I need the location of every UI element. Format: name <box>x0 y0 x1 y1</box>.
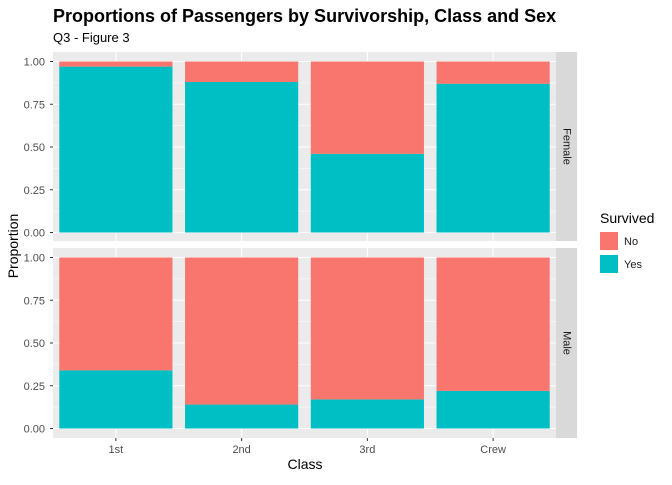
panel-female: 0.00 0.25 0.50 0.75 1.00 Female <box>24 52 577 241</box>
bar-no-crew <box>436 257 550 391</box>
y-tick-label: 0.25 <box>24 185 45 197</box>
legend-label-no: No <box>624 236 638 248</box>
bar-yes-3rd <box>310 399 424 429</box>
x-tick-label: 3rd <box>359 444 375 456</box>
bar-no-1st <box>59 61 173 67</box>
facet-strip <box>556 248 577 438</box>
chart-title: Proportions of Passengers by Survivorshi… <box>53 6 556 26</box>
x-tick-label: Crew <box>480 444 506 456</box>
panel-male: 0.00 0.25 0.50 0.75 1.00 Male <box>24 248 577 438</box>
bar-yes-1st <box>59 370 173 429</box>
x-axis-title: Class <box>287 456 322 472</box>
bar-no-1st <box>59 257 173 371</box>
facet-strip-label: Female <box>561 128 573 165</box>
legend-label-yes: Yes <box>624 259 642 271</box>
bar-yes-crew <box>436 83 550 233</box>
y-tick-label: 0.50 <box>24 142 45 154</box>
chart-subtitle: Q3 - Figure 3 <box>53 30 130 45</box>
y-axis-title: Proportion <box>5 214 21 279</box>
x-axis: 1st 2nd 3rd Crew <box>109 438 506 456</box>
y-tick-label: 0.75 <box>24 99 45 111</box>
bar-yes-2nd <box>185 82 299 233</box>
bar-no-3rd <box>310 61 424 154</box>
legend-key-yes <box>600 255 618 273</box>
y-tick-label: 1.00 <box>24 57 45 69</box>
x-tick-label: 2nd <box>232 444 250 456</box>
facet-strip-label: Male <box>561 331 573 355</box>
bar-yes-3rd <box>310 153 424 233</box>
x-tick-label: 1st <box>109 444 124 456</box>
legend: Survived No Yes <box>600 210 654 273</box>
y-tick-label: 0.25 <box>24 381 45 393</box>
y-tick-label: 0.00 <box>24 424 45 436</box>
legend-title: Survived <box>600 210 654 226</box>
bar-yes-crew <box>436 390 550 429</box>
facet-strip <box>556 52 577 241</box>
y-tick-label: 1.00 <box>24 253 45 265</box>
bar-yes-1st <box>59 66 173 233</box>
bar-no-crew <box>436 61 550 84</box>
bar-no-3rd <box>310 257 424 400</box>
bar-no-2nd <box>185 257 299 405</box>
y-tick-label: 0.75 <box>24 295 45 307</box>
facet-panels: 0.000.250.500.751.00Female0.000.250.500.… <box>24 52 577 438</box>
bar-no-2nd <box>185 61 299 83</box>
bar-yes-2nd <box>185 404 299 429</box>
legend-key-no <box>600 232 618 250</box>
y-tick-label: 0.00 <box>24 228 45 240</box>
y-tick-label: 0.50 <box>24 338 45 350</box>
